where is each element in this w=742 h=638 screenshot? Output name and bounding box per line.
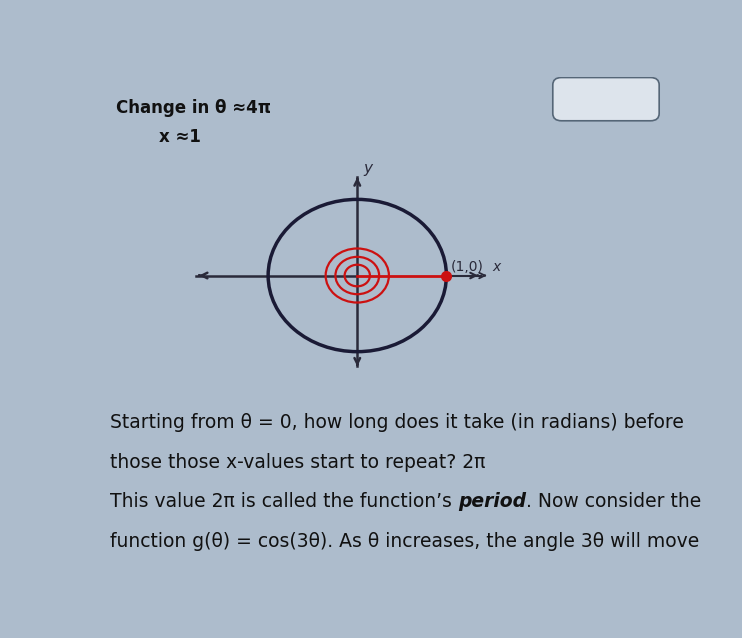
Text: Change in θ ≈4π: Change in θ ≈4π [116,99,271,117]
Text: x: x [493,260,501,274]
Text: . Now consider the: . Now consider the [526,492,701,510]
Text: x ≈1: x ≈1 [159,128,201,146]
Text: those those x-values start to repeat? 2π: those those x-values start to repeat? 2π [110,454,485,472]
Text: (1,0): (1,0) [451,260,484,274]
Text: function g(θ) = cos(3θ). As θ increases, the angle 3θ will move: function g(θ) = cos(3θ). As θ increases,… [110,532,699,551]
FancyBboxPatch shape [553,78,659,121]
Text: Starting from θ = 0, how long does it take (in radians) before: Starting from θ = 0, how long does it ta… [110,413,684,432]
Text: replay: replay [584,92,628,106]
Text: This value 2π is called the function’s: This value 2π is called the function’s [110,492,458,510]
Text: period: period [458,492,526,510]
Text: y: y [363,161,372,176]
